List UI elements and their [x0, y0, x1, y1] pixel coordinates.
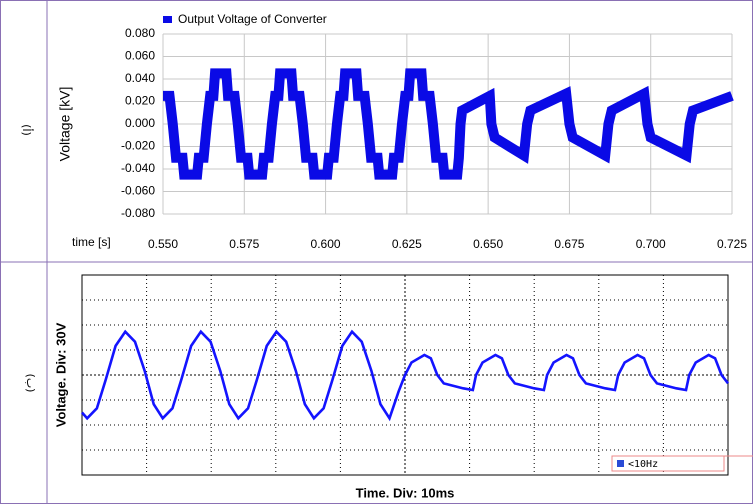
y-tick-label: -0.080	[121, 206, 155, 220]
y-tick-label: 0.080	[125, 26, 155, 40]
figure: (أ) (ب) 0.080 0.060 0.040 0.020 0.000 -0.020 -…	[0, 0, 753, 504]
y-tick-label: -0.040	[121, 161, 155, 175]
y-tick-label: 0.000	[125, 116, 155, 130]
legend-label: Output Voltage of Converter	[178, 12, 327, 26]
y-tick-label: -0.020	[121, 139, 155, 153]
y-tick-label: 0.040	[125, 71, 155, 85]
panel-label: (ب)	[24, 374, 37, 393]
y-tick-label: -0.060	[121, 184, 155, 198]
annotation: <10Hz	[628, 459, 658, 470]
y-axis-label: Voltage [kV]	[57, 87, 73, 162]
legend-swatch	[163, 16, 172, 23]
x-tick-label: 0.575	[229, 237, 259, 251]
x-tick-label: 0.550	[148, 237, 178, 251]
x-tick-label: 0.700	[636, 237, 666, 251]
x-tick-label: 0.650	[473, 237, 503, 251]
x-tick-label: 0.600	[311, 237, 341, 251]
panel-label: (أ)	[20, 124, 34, 136]
x-tick-label: 0.625	[392, 237, 422, 251]
y-axis-label: Voltage. Div: 30V	[53, 322, 68, 427]
x-axis-label: Time. Div: 10ms	[356, 485, 455, 500]
annotation-icon	[617, 460, 624, 467]
y-tick-label: 0.020	[125, 94, 155, 108]
x-axis-label: time [s]	[72, 235, 111, 249]
x-tick-label: 0.675	[554, 237, 584, 251]
y-tick-label: 0.060	[125, 49, 155, 63]
x-tick-label: 0.725	[717, 237, 747, 251]
